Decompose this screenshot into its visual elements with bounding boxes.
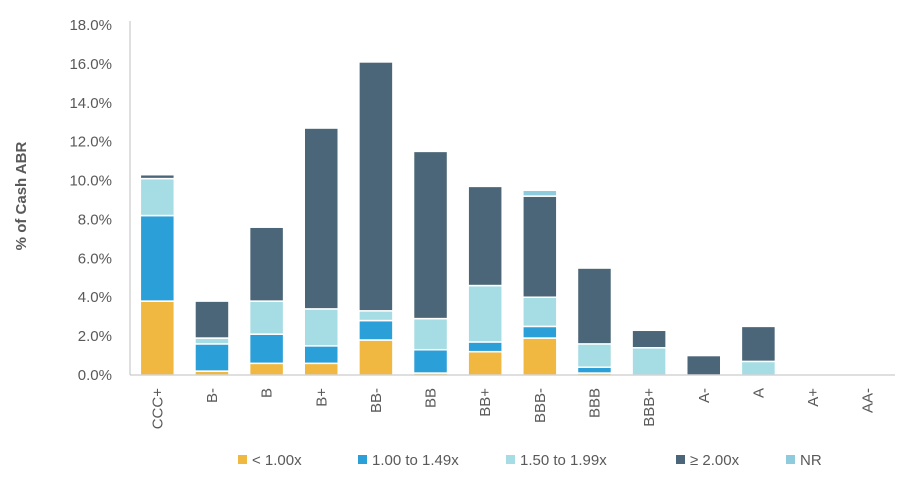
x-tick-label: BB+: [477, 388, 494, 417]
x-tick-label: BB: [423, 388, 440, 408]
y-tick-label: 16.0%: [69, 56, 112, 73]
y-tick-label: 10.0%: [69, 173, 112, 190]
y-axis-label: % of Cash ABR: [13, 142, 30, 251]
bar-segment: [194, 300, 230, 339]
legend: < 1.00x 1.00 to 1.49x 1.50 to 1.99x ≥ 2.00x…: [238, 452, 822, 469]
bar-segment: [412, 317, 449, 351]
x-tick-label: BBB+: [641, 388, 658, 427]
bar-segment: [139, 177, 176, 217]
bar-segment: [631, 347, 667, 376]
bar-segment: [522, 296, 558, 328]
bar-segment: [522, 195, 558, 298]
y-tick-label: 18.0%: [69, 17, 112, 34]
y-tick-label: 2.0%: [78, 328, 112, 345]
legend-swatch: [358, 455, 367, 464]
bar-segment: [467, 350, 503, 376]
bar-segment: [248, 300, 285, 335]
y-tick-label: 0.0%: [78, 367, 112, 384]
x-tick-label: B+: [313, 388, 330, 407]
y-tick-label: 12.0%: [69, 134, 112, 151]
bar-segment: [303, 345, 339, 365]
y-tick-label: 4.0%: [78, 289, 112, 306]
bar-segment: [248, 362, 285, 376]
legend-label: ≥ 2.00x: [690, 452, 740, 469]
legend-label: NR: [800, 452, 822, 469]
bar-segment: [576, 267, 613, 345]
bar-segment: [358, 339, 394, 376]
bar-segment: [139, 173, 176, 180]
x-axis-ticks: CCC+ B- B B+ BB- BB BB+ BBB- BBB BBB+ A- A A+ AA-: [149, 388, 876, 430]
x-tick-label: BBB-: [532, 388, 549, 423]
bar-segment: [194, 337, 230, 345]
bar-segment: [522, 325, 558, 339]
bar-segment: [686, 354, 722, 376]
legend-swatch: [676, 455, 685, 464]
bar-segment: [467, 284, 503, 343]
legend-swatch: [238, 455, 247, 464]
bar-segment: [358, 319, 394, 341]
legend-swatch: [506, 455, 515, 464]
bar-segment: [467, 341, 503, 353]
x-tick-label: A-: [696, 388, 713, 403]
bar-segment: [576, 366, 613, 374]
y-tick-label: 14.0%: [69, 95, 112, 112]
bar-segment: [358, 61, 394, 312]
bar-segment: [412, 348, 449, 374]
bar-segment: [412, 150, 449, 320]
bar-segment: [139, 214, 176, 302]
y-tick-label: 8.0%: [78, 211, 112, 228]
bar-segment: [576, 343, 613, 368]
bar-segment: [631, 329, 667, 349]
legend-swatch: [786, 455, 795, 464]
bar-segment: [740, 325, 777, 363]
legend-label: 1.50 to 1.99x: [520, 452, 607, 469]
x-tick-label: A+: [805, 388, 822, 407]
x-tick-label: AA-: [860, 388, 877, 413]
y-axis-ticks: 0.0% 2.0% 4.0% 6.0% 8.0% 10.0% 12.0% 14.0% 16.0%…: [69, 17, 112, 384]
bar-segment: [303, 308, 339, 347]
bar-segment: [467, 185, 503, 287]
bar-segment: [303, 127, 339, 310]
legend-label: 1.00 to 1.49x: [372, 452, 459, 469]
bar-segment: [194, 343, 230, 372]
bar-segment: [522, 189, 558, 197]
x-tick-label: B: [259, 388, 276, 398]
y-tick-label: 6.0%: [78, 250, 112, 267]
legend-label: < 1.00x: [252, 452, 302, 469]
x-tick-label: B-: [204, 388, 221, 403]
bar-segment: [248, 333, 285, 365]
x-tick-label: BBB: [586, 388, 603, 418]
x-tick-label: BB-: [368, 388, 385, 413]
bar-segment: [303, 362, 339, 376]
bars: [139, 61, 777, 376]
bar-segment: [358, 310, 394, 322]
x-tick-label: A: [750, 388, 767, 398]
bar-segment: [740, 360, 777, 376]
x-tick-label: CCC+: [149, 388, 166, 429]
bar-segment: [522, 337, 558, 376]
bar-segment: [248, 226, 285, 302]
bar-segment: [139, 300, 176, 376]
